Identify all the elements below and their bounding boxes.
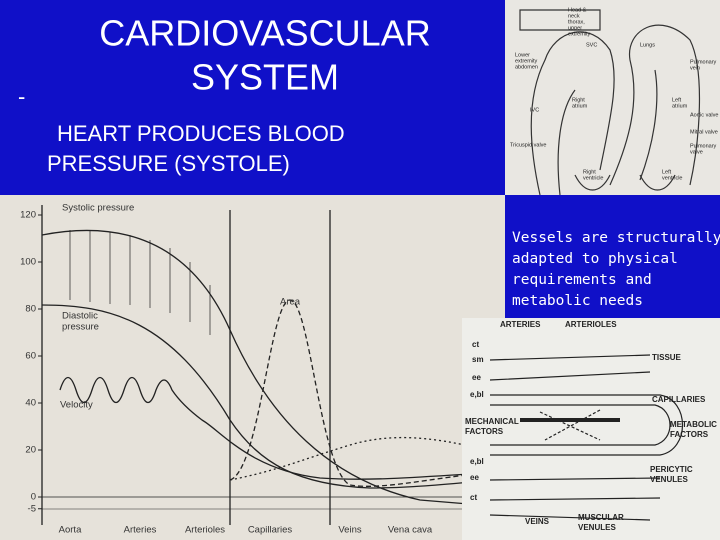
- x-category-label: Veins: [338, 525, 361, 536]
- diagram-label: FACTORS: [465, 427, 504, 436]
- bullet: -: [18, 84, 25, 109]
- diagram-label: ventricle: [662, 175, 682, 181]
- y-tick-label: 60: [25, 351, 36, 362]
- vessel-drawing: [489, 354, 683, 521]
- y-tick-label: 0: [31, 492, 36, 503]
- diagram-label: extremity: [568, 31, 591, 37]
- diagram-label: upper: [568, 25, 582, 31]
- vessel-diagram: ARTERIES ARTERIOLES TISSUE CAPILLARIES MECHA…: [462, 318, 720, 540]
- x-category-label: Arteries: [124, 525, 157, 536]
- caption-line: Vessels are structurally: [512, 230, 720, 246]
- x-category-label: Capillaries: [248, 525, 293, 536]
- diagram-label: Pulmonary: [690, 143, 717, 149]
- diagram-label: FACTORS: [670, 430, 709, 439]
- caption-line: metabolic needs: [512, 293, 643, 309]
- diagram-label: ct: [470, 493, 477, 502]
- diagram-label: METABOLIC: [670, 420, 717, 429]
- diagram-label: Left: [662, 169, 672, 175]
- diagram-label: Head &: [568, 7, 587, 13]
- diagram-label: vein: [690, 65, 700, 71]
- x-category-label: Arterioles: [185, 525, 225, 536]
- diagram-label: abdomen: [515, 64, 538, 70]
- diagram-label: neck: [568, 13, 580, 19]
- y-tick-label: 100: [20, 257, 36, 268]
- image-panel: [0, 195, 505, 540]
- diagram-label: extremity: [515, 58, 538, 64]
- diagram-label: thorax,: [568, 19, 585, 25]
- diagram-label: ct: [472, 340, 479, 349]
- heart-diagram: Head &neckthorax,upperextremityLungsLowe…: [505, 0, 720, 196]
- diagram-label: SVC: [586, 42, 597, 48]
- diagram-label: ARTERIOLES: [565, 320, 617, 329]
- y-tick-label: 80: [25, 304, 36, 315]
- graph-drawing: [41, 205, 506, 525]
- diagram-label: Right: [583, 169, 596, 175]
- subtitle-line: PRESSURE (SYSTOLE): [47, 151, 290, 176]
- diagram-label: Right: [572, 97, 585, 103]
- diagram-label: Lungs: [640, 42, 655, 48]
- diagram-label: IVC: [530, 107, 539, 113]
- y-tick-label: -5: [28, 503, 36, 514]
- diagram-label: e,bl: [470, 457, 484, 466]
- diagram-label: ee: [472, 373, 481, 382]
- y-tick-label: 120: [20, 210, 36, 221]
- pressure-graph: 120 100 80 60 40 20 0-5 Aorta Arteries Arterioles…: [0, 195, 506, 540]
- curve-label: Systolic pressure: [62, 203, 134, 214]
- caption-line: adapted to physical: [512, 251, 678, 267]
- diagram-label: ee: [470, 473, 479, 482]
- image-panel: [462, 318, 720, 540]
- x-category-label: Aorta: [59, 525, 82, 536]
- curve-label: pressure: [62, 322, 99, 333]
- diagram-label: Tricuspid valve: [510, 142, 546, 148]
- heart-drawing: [519, 9, 701, 196]
- diagram-label: MECHANICAL: [465, 417, 519, 426]
- diagram-label: valve: [690, 149, 703, 155]
- y-tick-label: 20: [25, 445, 36, 456]
- curve-label: Area: [280, 297, 301, 308]
- curve-label: Diastolic: [62, 311, 98, 322]
- diagram-label: ARTERIES: [500, 320, 541, 329]
- diagram-label: Lower: [515, 52, 530, 58]
- x-category-label: Vena cava: [388, 525, 433, 536]
- diagram-label: atrium: [672, 103, 688, 109]
- diagram-label: sm: [472, 355, 484, 364]
- title-line: SYSTEM: [191, 57, 339, 98]
- diagram-label: Pulmonary: [690, 59, 717, 65]
- diagram-label: TISSUE: [652, 353, 682, 362]
- diagram-label: Aortic valve: [690, 112, 718, 118]
- title-line: CARDIOVASCULAR: [99, 13, 430, 54]
- diagram-label: Left: [672, 97, 682, 103]
- diagram-label: atrium: [572, 103, 588, 109]
- caption-line: requirements and: [512, 272, 652, 288]
- diagram-label: ventricle: [583, 175, 603, 181]
- diagram-label: MUSCULAR: [578, 513, 624, 522]
- diagram-label: Mitral valve: [690, 129, 718, 135]
- diagram-label: VEINS: [525, 517, 550, 526]
- curve-label: Velocity: [60, 400, 93, 411]
- diagram-label: PERICYTIC: [650, 465, 693, 474]
- diagram-label: e,bl: [470, 390, 484, 399]
- subtitle-line: HEART PRODUCES BLOOD: [57, 121, 345, 146]
- diagram-label: VENULES: [650, 475, 688, 484]
- diagram-label: VENULES: [578, 523, 616, 532]
- y-tick-label: 40: [25, 398, 36, 409]
- diagram-label: CAPILLARIES: [652, 395, 706, 404]
